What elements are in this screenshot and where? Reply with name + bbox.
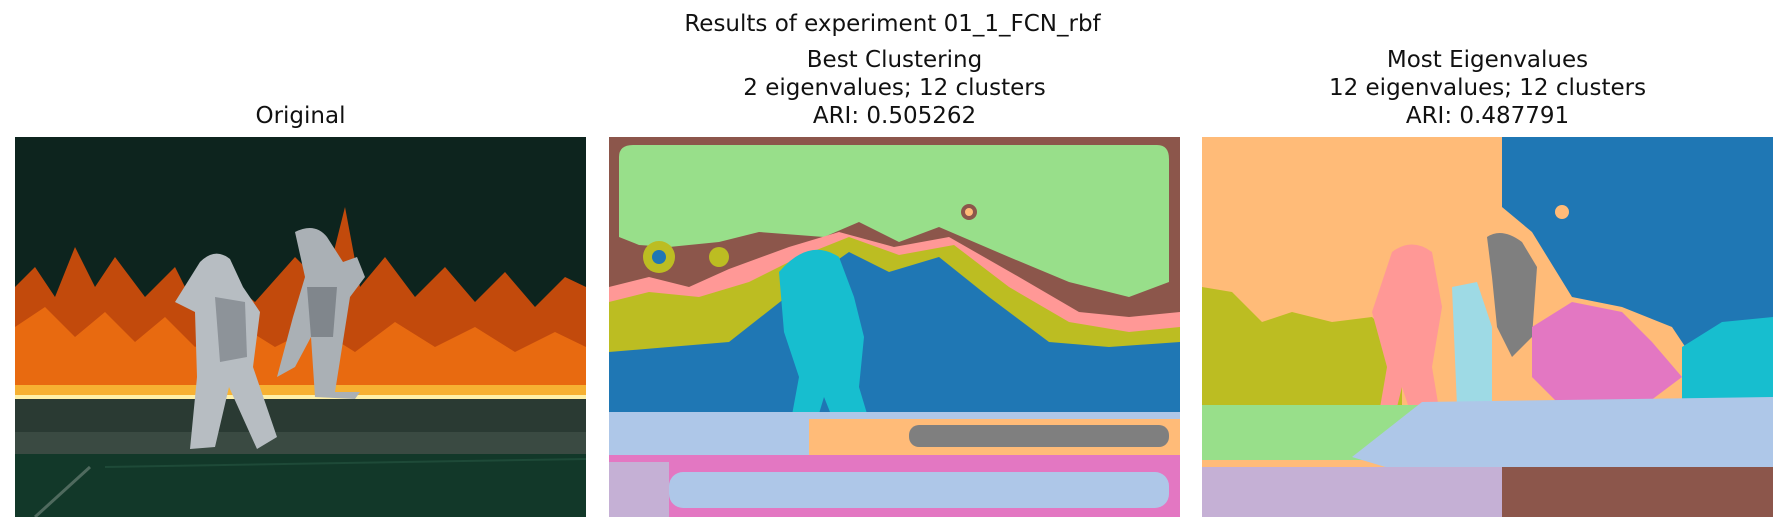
panel-title-line: ARI: 0.487791 bbox=[1405, 103, 1570, 129]
panel-title-line: 12 eigenvalues; 12 clusters bbox=[1328, 75, 1647, 101]
panel-most-eigenvalues: Most Eigenvalues 12 eigenvalues; 12 clus… bbox=[1202, 0, 1773, 532]
panel-title-line: 2 eigenvalues; 12 clusters bbox=[743, 75, 1046, 101]
panel-title-line: Most Eigenvalues bbox=[1386, 47, 1589, 73]
panel-title-line: ARI: 0.505262 bbox=[812, 103, 977, 129]
figure-suptitle: Results of experiment 01_1_FCN_rbf bbox=[684, 11, 1101, 37]
panel-original: Original bbox=[15, 0, 586, 532]
best-clustering-image bbox=[609, 137, 1180, 517]
panel-title: Original bbox=[15, 102, 586, 130]
panel-title: Most Eigenvalues 12 eigenvalues; 12 clus… bbox=[1202, 46, 1773, 130]
panel-title-line: Original bbox=[255, 103, 346, 129]
most-eigenvalues-image bbox=[1202, 137, 1773, 517]
panel-title-line: Best Clustering bbox=[806, 47, 983, 73]
panel-best-clustering: Best Clustering 2 eigenvalues; 12 cluste… bbox=[609, 0, 1180, 532]
original-image bbox=[15, 137, 586, 517]
panel-title: Best Clustering 2 eigenvalues; 12 cluste… bbox=[609, 46, 1180, 130]
